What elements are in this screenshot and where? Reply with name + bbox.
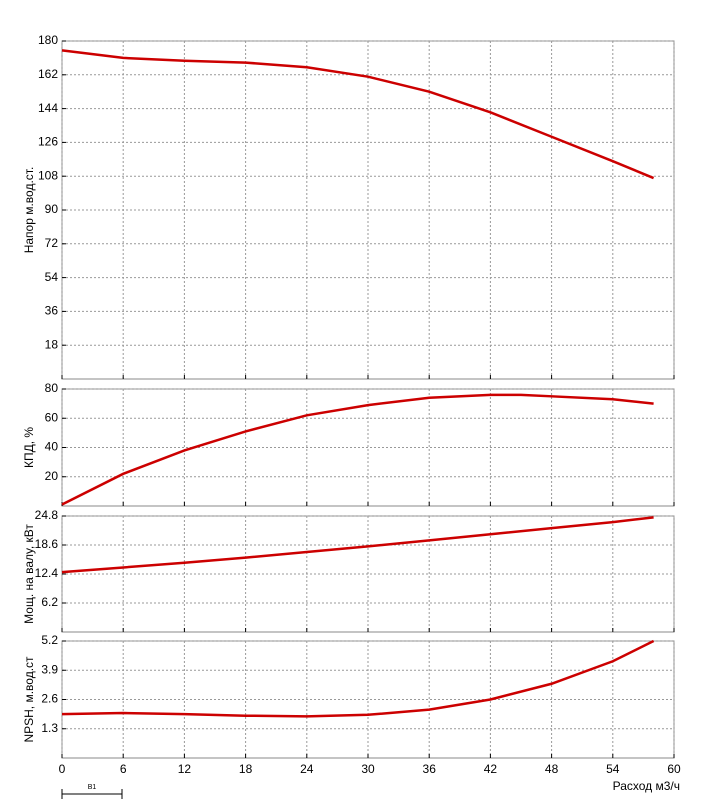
x-tick-label: 36	[423, 762, 437, 776]
series-line	[61, 393, 654, 506]
series-line	[61, 49, 655, 180]
y-axis-label: КПД, %	[22, 427, 36, 468]
y-tick-label: 144	[38, 101, 58, 115]
y-tick-label: 60	[45, 410, 59, 424]
x-tick-label: 18	[239, 762, 253, 776]
x-tick-label: 42	[484, 762, 498, 776]
x-tick-label: 48	[545, 762, 559, 776]
x-tick-label: 12	[178, 762, 192, 776]
footer-label: B1	[88, 784, 97, 791]
y-tick-label: 5.2	[41, 633, 58, 647]
y-axis-label: Напор м.вод.ст.	[22, 167, 36, 254]
y-tick-label: 1.3	[41, 721, 58, 735]
x-tick-label: 30	[361, 762, 375, 776]
x-tick-label: 6	[120, 762, 127, 776]
y-tick-label: 72	[45, 236, 59, 250]
y-tick-label: 126	[38, 135, 58, 149]
y-tick-label: 80	[45, 381, 59, 395]
x-axis-label: Расход м3/ч	[613, 779, 680, 793]
x-tick-label: 60	[667, 762, 681, 776]
y-tick-label: 3.9	[41, 662, 58, 676]
y-tick-label: 180	[38, 33, 58, 47]
y-tick-label: 6.2	[41, 595, 58, 609]
y-tick-label: 18	[45, 337, 59, 351]
y-tick-label: 20	[45, 469, 59, 483]
series-line	[61, 516, 654, 574]
x-tick-label: 24	[300, 762, 314, 776]
y-tick-label: 36	[45, 304, 59, 318]
y-tick-label: 12.4	[35, 566, 59, 580]
y-tick-label: 90	[45, 202, 59, 216]
y-tick-label: 24.8	[35, 508, 59, 522]
y-tick-label: 40	[45, 440, 59, 454]
y-axis-label: NPSH, м.вод.ст	[22, 656, 36, 743]
y-tick-label: 108	[38, 168, 58, 182]
y-tick-label: 162	[38, 67, 58, 81]
x-tick-label: 0	[59, 762, 66, 776]
x-tick-label: 54	[606, 762, 620, 776]
y-tick-label: 54	[45, 270, 59, 284]
y-tick-label: 2.6	[41, 692, 58, 706]
y-axis-label: Мощ. на валу, кВт	[22, 524, 36, 624]
y-tick-label: 18.6	[35, 537, 59, 551]
series-line	[61, 639, 655, 718]
